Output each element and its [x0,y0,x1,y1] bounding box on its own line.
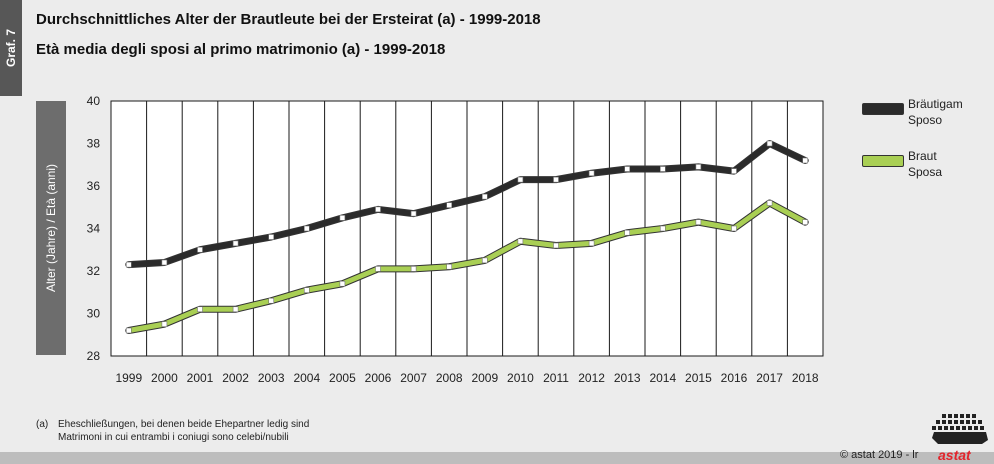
data-point-groom [481,193,488,200]
x-tick-label: 2016 [721,371,748,385]
astat-logo-icon [932,414,988,444]
x-tick-label: 2012 [578,371,605,385]
data-point-groom [410,210,417,217]
y-axis-label-box: Alter (Jahre) / Età (anni) [36,101,66,355]
bottom-bar [0,452,994,464]
data-point-bride [410,266,417,272]
data-point-bride [197,306,203,313]
data-point-groom [766,140,773,147]
data-point-bride [375,266,381,272]
legend-label-bride-de: Braut [908,149,937,163]
x-tick-label: 2009 [471,371,498,385]
data-point-bride [232,306,239,313]
data-point-groom [553,176,559,183]
data-point-groom [446,202,453,208]
x-tick-label: 2015 [685,371,712,385]
chart-title-german: Durchschnittliches Alter der Brautleute … [36,11,541,28]
data-point-bride [731,225,737,232]
data-point-groom [268,234,275,240]
x-tick-label: 2003 [258,371,285,385]
x-tick-label: 1999 [115,371,142,385]
legend-swatch-bride [862,155,904,167]
y-tick-label: 32 [87,264,101,278]
y-tick-label: 34 [87,222,101,236]
x-tick-label: 2017 [756,371,783,385]
x-tick-label: 2002 [222,371,249,385]
data-point-groom [303,225,310,232]
data-point-groom [339,215,346,221]
data-point-bride [659,225,666,232]
footnote-line-de: Eheschließungen, bei denen beide Ehepart… [58,419,310,430]
astat-logo-text: astat [938,447,971,463]
y-tick-label: 40 [87,94,101,108]
y-tick-label: 38 [87,137,101,151]
data-point-bride [446,263,453,270]
data-point-bride [303,287,310,293]
copyright-text: © astat 2019 - lr [840,449,919,461]
data-point-bride [553,242,559,249]
data-point-bride [161,321,168,327]
data-point-groom [624,166,631,172]
data-point-groom [588,170,595,177]
data-point-bride [517,238,524,245]
data-point-bride [766,200,773,206]
legend-label-groom-it: Sposo [908,113,943,127]
x-tick-label: 2006 [365,371,392,385]
series-line-groom [126,141,808,268]
x-tick-label: 2011 [543,371,569,385]
data-point-groom [695,164,702,170]
x-tick-label: 2000 [151,371,178,385]
x-tick-label: 2010 [507,371,534,385]
data-point-groom [197,246,203,253]
legend-label-bride-it: Sposa [908,165,943,179]
x-tick-label: 2018 [792,371,819,385]
x-tick-label: 2014 [649,371,676,385]
data-point-groom [659,166,666,172]
data-point-groom [375,206,381,213]
x-tick-label: 2007 [400,371,427,385]
y-tick-label: 36 [87,179,101,193]
legend-label-groom-de: Bräutigam [908,97,963,111]
x-tick-label: 2013 [614,371,641,385]
data-point-bride [588,240,595,247]
data-point-groom [517,176,524,183]
data-point-bride [481,257,488,264]
data-point-groom [232,240,239,247]
y-tick-label: 30 [87,307,101,321]
legend-swatch-groom [862,103,904,115]
graph-number-tab: Graf. 7 [0,0,22,96]
series-line-bride [126,200,808,333]
data-point-bride [268,297,275,304]
data-point-bride [695,219,702,225]
footnote-line-it: Matrimoni in cui entrambi i coniugi sono… [58,432,289,443]
data-point-bride [802,219,809,225]
data-point-groom [126,261,132,268]
data-point-groom [161,259,168,266]
data-point-bride [339,280,346,287]
x-tick-label: 2004 [293,371,320,385]
data-point-bride [126,327,132,334]
x-tick-label: 2008 [436,371,463,385]
chart-title-italian: Età media degli sposi al primo matrimoni… [36,41,446,58]
data-point-groom [731,168,737,174]
x-tick-label: 2005 [329,371,356,385]
footnote-marker: (a) [36,419,49,430]
data-point-bride [624,229,631,236]
y-tick-label: 28 [87,349,101,363]
data-point-groom [802,157,809,164]
x-tick-label: 2001 [187,371,214,385]
